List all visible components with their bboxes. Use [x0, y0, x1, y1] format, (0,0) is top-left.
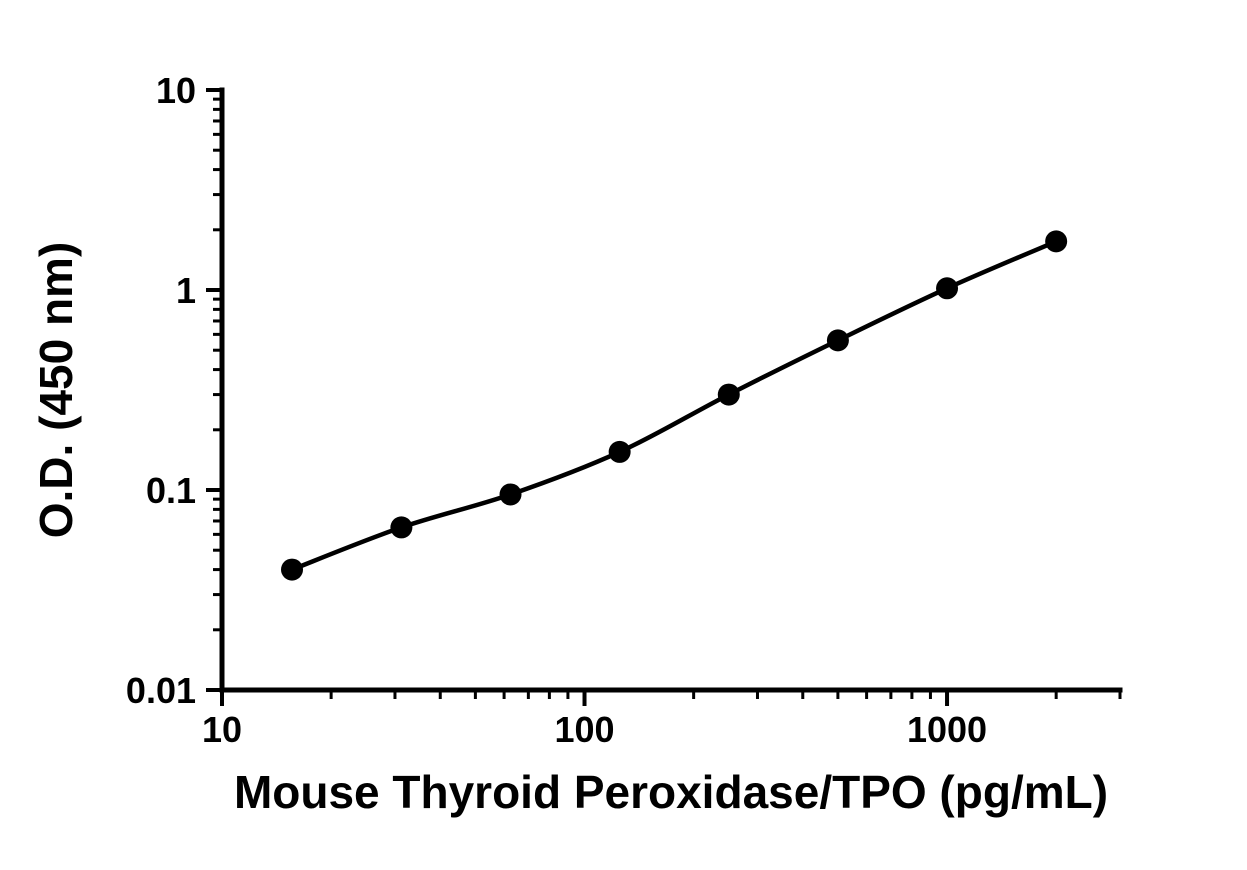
y-tick-label: 0.01 — [126, 670, 196, 711]
data-point-marker — [936, 277, 959, 300]
x-axis-label: Mouse Thyroid Peroxidase/TPO (pg/mL) — [234, 766, 1108, 818]
data-point-marker — [1045, 230, 1068, 253]
y-tick-label: 10 — [156, 70, 196, 111]
data-point-marker — [390, 516, 413, 539]
data-point-marker — [608, 440, 631, 463]
x-tick-label: 1000 — [907, 709, 987, 750]
standard-curve-line — [289, 239, 1059, 572]
data-point-marker — [499, 483, 522, 506]
data-point-marker — [717, 383, 740, 406]
axis-lines — [219, 87, 1123, 693]
y-axis-label: O.D. (450 nm) — [30, 242, 82, 539]
x-tick-label: 10 — [202, 709, 242, 750]
data-point-marker — [826, 329, 849, 352]
y-tick-label: 0.1 — [146, 470, 196, 511]
y-tick-label: 1 — [176, 270, 196, 311]
x-tick-label: 100 — [554, 709, 614, 750]
axes-layer: 10 100 1000 0.01 0.1 1 10 — [126, 70, 1123, 750]
data-point-marker — [281, 558, 304, 581]
series-layer — [281, 230, 1068, 581]
